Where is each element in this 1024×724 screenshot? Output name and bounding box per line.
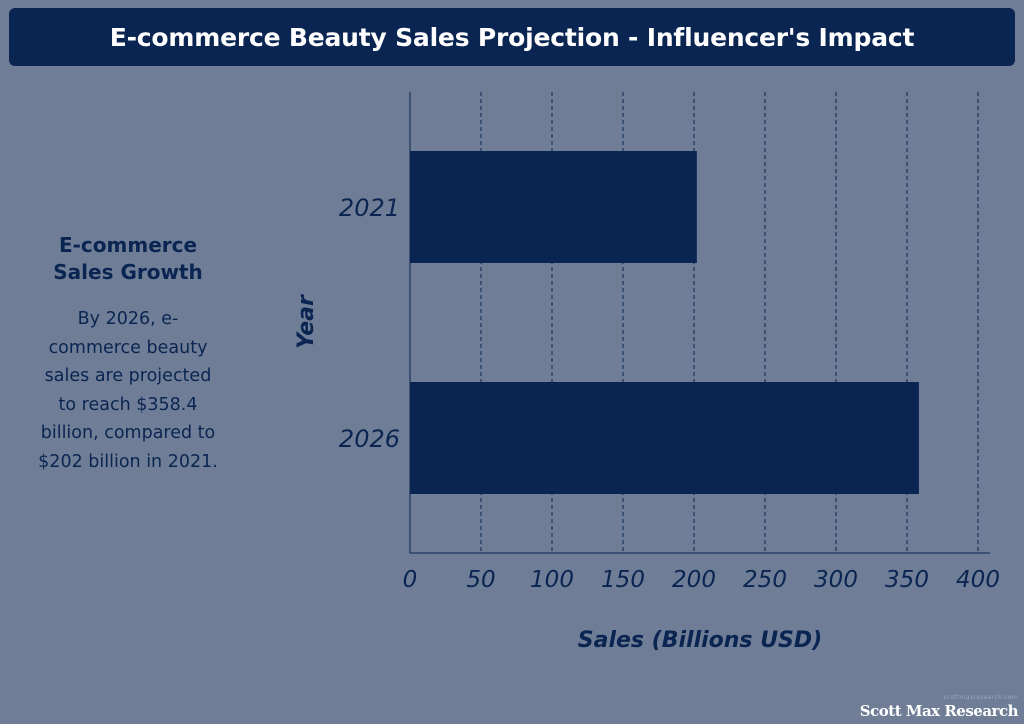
x-tick-label: 0 (403, 567, 418, 593)
x-tick-label: 100 (530, 567, 574, 593)
x-tick-label: 350 (885, 567, 929, 593)
footer: scottmaxresearch.com Scott Max Research (859, 694, 1019, 720)
side-panel: E-commerce Sales Growth By 2026, e-comme… (28, 232, 228, 476)
bars (410, 151, 919, 494)
x-tick-label: 300 (814, 567, 858, 593)
title-bar: E-commerce Beauty Sales Projection - Inf… (9, 8, 1015, 66)
x-tick-label: 250 (743, 567, 787, 593)
bar-2021 (410, 151, 697, 263)
x-tick-label: 200 (672, 567, 716, 593)
footer-url: scottmaxresearch.com (943, 694, 1018, 701)
footer-brand-logo: Scott Max Research (859, 702, 1019, 720)
x-tick-label: 50 (466, 567, 495, 593)
x-axis-title: Sales (Billions USD) (578, 628, 822, 653)
tick-labels: 0 50 100 150 200 250 300 350 400 2021 2026 (339, 194, 1000, 593)
x-tick-label: 150 (601, 567, 645, 593)
axes (409, 92, 990, 554)
y-axis-title: Year (294, 294, 319, 349)
x-tick-label: 400 (956, 567, 1000, 593)
side-panel-heading: E-commerce Sales Growth (53, 233, 203, 284)
bar-2026 (410, 382, 919, 494)
y-tick-label: 2021 (339, 194, 400, 222)
side-panel-body: By 2026, e-commerce beauty sales are pro… (38, 309, 218, 472)
y-tick-label: 2026 (339, 425, 400, 453)
page-title: E-commerce Beauty Sales Projection - Inf… (109, 22, 915, 52)
